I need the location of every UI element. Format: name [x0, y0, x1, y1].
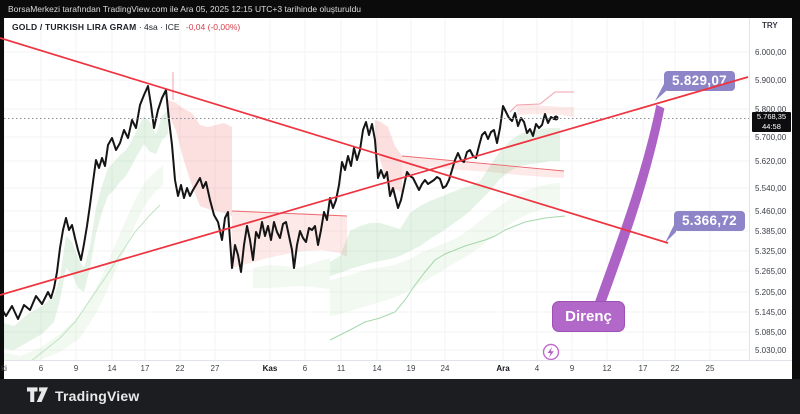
time-tick-label: 22 [175, 364, 185, 373]
time-tick-label: 9 [569, 364, 575, 373]
direnc-arrow[interactable] [593, 103, 666, 304]
support-price-label[interactable]: 5.366,72 [674, 211, 745, 231]
price-tick-label: 6.000,00 [755, 48, 787, 57]
legend-separator-1: · [138, 22, 142, 32]
resistance-price-label[interactable]: 5.829,07 [664, 71, 735, 91]
price-tick-label: 5.700,00 [755, 133, 787, 142]
time-tick-label: Kas [262, 364, 278, 373]
time-tick-label: 22 [670, 364, 680, 373]
price-tick-label: 5.265,00 [755, 267, 787, 276]
price-tick-label: 5.145,00 [755, 308, 787, 317]
cloud-green-chop [253, 258, 330, 289]
time-tick-label: 24 [440, 364, 450, 373]
time-tick-label: 4 [534, 364, 540, 373]
price-tick-label: 5.085,00 [755, 328, 787, 337]
symbol-title: GOLD / TURKISH LIRA GRAM [12, 22, 137, 32]
tradingview-logo-icon [27, 387, 48, 402]
time-tick-label: 25 [705, 364, 715, 373]
price-tick-label: 5.205,00 [755, 288, 787, 297]
price-tick-label: 5.540,00 [755, 184, 787, 193]
currency-label: TRY [762, 21, 778, 30]
time-tick-label: 11 [336, 364, 346, 373]
price-tick-label: 5.030,00 [755, 346, 787, 355]
lightning-bolt-icon [547, 347, 554, 358]
last-price-box: 5.768,35 44:58 [752, 112, 791, 132]
exchange-label: ICE [165, 22, 180, 32]
interval-label: 4sa [144, 22, 158, 32]
price-tick-label: 5.460,00 [755, 207, 787, 216]
time-tick-label: Ara [496, 364, 510, 373]
time-tick-label: 14 [107, 364, 117, 373]
tradingview-logo-text: TradingView [55, 387, 140, 404]
price-axis[interactable]: TRY 6.000,00 5.900,00 5.800,00 5.700,00 5.62… [749, 18, 792, 360]
time-tick-label: 9 [73, 364, 79, 373]
tradingview-logo[interactable]: TradingView [27, 387, 139, 404]
resistance-price-text: 5.829,07 [672, 73, 727, 88]
attribution-bar: BorsaMerkezi tarafından TradingView.com … [0, 0, 800, 18]
price-tick-label: 5.800,00 [755, 105, 787, 114]
footer-bar: TradingView [0, 379, 800, 414]
time-tick-label: ki [1, 364, 7, 373]
change-value: -0,04 (-0,00%) [185, 22, 241, 32]
last-price-value: 5.768,35 [756, 112, 787, 121]
price-tick-label: 5.325,00 [755, 247, 787, 256]
time-tick-label: 12 [602, 364, 612, 373]
price-tick-label: 5.900,00 [755, 76, 787, 85]
time-tick-label: 6 [302, 364, 308, 373]
time-tick-label: 17 [638, 364, 648, 373]
price-tick-label: 5.620,00 [755, 157, 787, 166]
time-tick-label: 6 [38, 364, 44, 373]
support-price-text: 5.366,72 [682, 213, 737, 228]
bar-countdown: 44:58 [762, 122, 781, 131]
resistance-callout[interactable]: Direnç [552, 301, 625, 332]
time-tick-label: 27 [210, 364, 220, 373]
time-tick-label: 14 [372, 364, 382, 373]
time-tick-label: 17 [140, 364, 150, 373]
right-frame-edge [792, 18, 800, 379]
cloud-red-block-1 [168, 100, 232, 216]
resistance-callout-text: Direnç [565, 308, 612, 325]
legend-separator-2: · [160, 22, 163, 32]
price-tick-label: 5.385,00 [755, 227, 787, 236]
time-tick-label: 19 [406, 364, 416, 373]
attribution-text: BorsaMerkezi tarafından TradingView.com … [8, 4, 362, 14]
chart-legend[interactable]: GOLD / TURKISH LIRA GRAM · 4sa · ICE -0,… [12, 22, 240, 32]
